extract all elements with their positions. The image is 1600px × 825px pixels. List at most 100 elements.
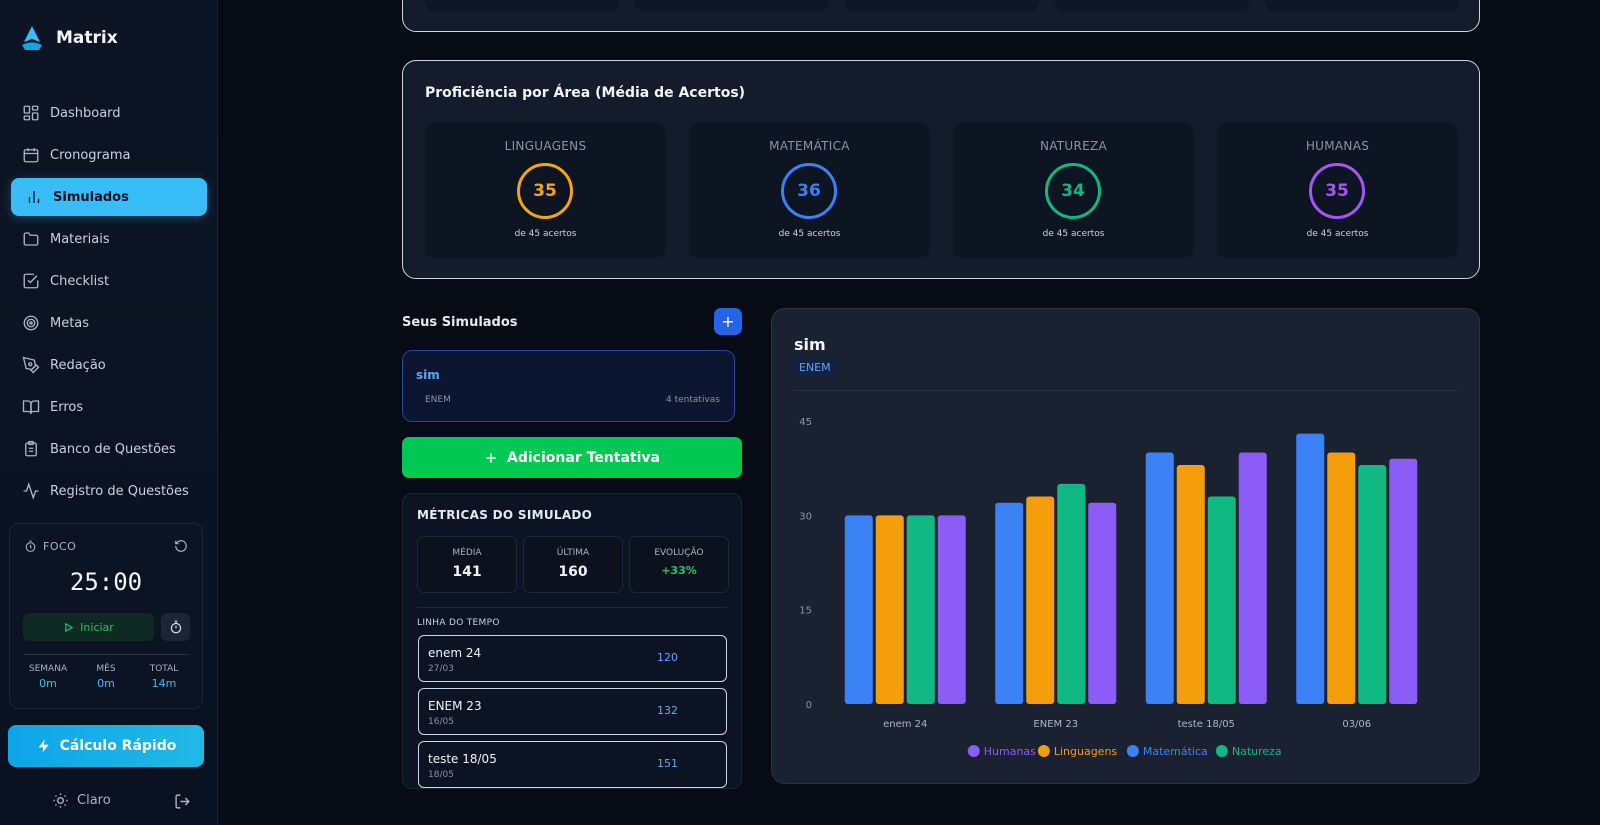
stopwatch-button[interactable] <box>161 613 190 641</box>
checkbox-icon <box>23 273 39 289</box>
bar-chart: 0 15 30 45 enem 24 ENEM 23 teste 18/05 03/06 Hum… <box>799 417 1418 758</box>
reset-icon <box>175 540 187 552</box>
bar <box>1238 452 1267 704</box>
area-name: NATUREZA <box>1039 139 1108 153</box>
bar <box>1389 458 1418 704</box>
sidebar-item-label: Checklist <box>50 273 110 289</box>
add-simulado-button[interactable]: + <box>714 308 742 335</box>
simulado-card[interactable]: sim ENEM 4 tentativas <box>402 350 735 422</box>
sidebar-item-registro-de-questoes[interactable]: Registro de Questões <box>11 472 207 510</box>
metric-label: MÉDIA <box>452 548 482 558</box>
add-attempt-button[interactable]: Adicionar Tentativa <box>402 437 742 478</box>
bar <box>1145 452 1174 704</box>
stub-card <box>425 0 619 11</box>
clipboard-icon <box>25 440 37 457</box>
score-ring: 35 <box>1309 163 1365 219</box>
sidebar-item-redacao[interactable]: Redação <box>11 346 207 384</box>
bar <box>1176 465 1205 704</box>
top-panel <box>402 0 1480 32</box>
bar <box>995 502 1024 704</box>
bar <box>1327 452 1356 704</box>
simulado-name: sim <box>416 368 440 382</box>
legend-label: Linguagens <box>1054 745 1118 758</box>
sidebar-item-cronograma[interactable]: Cronograma <box>11 136 207 174</box>
bar <box>1358 465 1387 704</box>
sidebar-item-checklist[interactable]: Checklist <box>11 262 207 300</box>
metric-ultima: ÚLTIMA 160 <box>523 536 623 593</box>
stub-card <box>845 0 1039 11</box>
sidebar-item-label: Banco de Questões <box>50 441 176 457</box>
quick-calc-button[interactable]: Cálculo Rápido <box>8 725 204 767</box>
metrics-panel: MÉTRICAS DO SIMULADO MÉDIA 141 ÚLTIMA 16… <box>402 493 742 789</box>
area-sub: de 45 acertos <box>514 229 577 239</box>
attempt-score: 151 <box>657 757 678 770</box>
stub-card <box>635 0 829 11</box>
legend-swatch <box>1037 745 1050 757</box>
focus-time: 25:00 <box>69 568 143 596</box>
score-ring: 34 <box>1045 163 1101 219</box>
metric-evolucao: EVOLUÇÃO +33% <box>629 536 729 593</box>
attempt-date: 27/03 <box>428 664 454 674</box>
stat-label: TOTAL <box>149 664 179 674</box>
reset-button[interactable] <box>174 538 188 557</box>
sidebar-item-metas[interactable]: Metas <box>11 304 207 342</box>
focus-stat-month: MÊS 0m <box>78 664 134 690</box>
bar <box>937 515 966 704</box>
sidebar-item-simulados[interactable]: Simulados <box>11 178 207 216</box>
quick-calc-label: Cálculo Rápido <box>59 738 177 754</box>
y-tick-label: 0 <box>806 700 812 711</box>
x-tick-label: enem 24 <box>883 719 927 730</box>
attempt-score: 132 <box>657 704 678 717</box>
plus-icon <box>486 452 496 463</box>
bar-chart-icon <box>28 191 40 203</box>
sidebar-item-label: Cronograma <box>50 147 131 163</box>
area-name: LINGUAGENS <box>504 139 587 153</box>
brand[interactable]: Matrix <box>20 24 118 52</box>
stat-value: 0m <box>39 677 57 690</box>
sidebar-item-label: Materiais <box>50 231 110 247</box>
simulados-title: Seus Simulados <box>402 315 518 330</box>
sidebar-item-materiais[interactable]: Materiais <box>11 220 207 258</box>
exam-badge: ENEM <box>792 358 838 377</box>
app-name: Matrix <box>56 28 118 48</box>
start-button[interactable]: Iniciar <box>23 613 154 641</box>
simulado-type: ENEM <box>425 395 451 405</box>
focus-stat-total: TOTAL 14m <box>136 664 192 690</box>
area-name: MATEMÁTICA <box>769 139 850 153</box>
attempt-date: 18/05 <box>428 770 454 780</box>
sidebar-item-banco-de-questoes[interactable]: Banco de Questões <box>11 430 207 468</box>
timeline-row[interactable]: teste 18/05 18/05 151 <box>418 741 727 788</box>
area-card-humanas: HUMANAS 35 de 45 acertos <box>1217 122 1458 258</box>
sidebar: Matrix Dashboard Cronograma Simulados Ma… <box>0 0 218 825</box>
calendar-icon <box>23 148 39 163</box>
legend-label: Humanas <box>984 745 1036 758</box>
activity-icon <box>23 482 39 500</box>
bar <box>1296 433 1325 704</box>
dashboard-icon <box>23 105 39 121</box>
sidebar-item-label: Registro de Questões <box>50 483 189 499</box>
chart-panel: sim ENEM 0 15 30 45 enem 24 ENEM 23 teste 18/0… <box>771 308 1480 784</box>
area-sub: de 45 acertos <box>1306 229 1369 239</box>
play-icon <box>65 622 74 632</box>
y-tick-label: 30 <box>799 511 812 522</box>
logout-button[interactable] <box>174 793 191 814</box>
logo-icon <box>22 26 42 50</box>
bar <box>1057 483 1086 704</box>
x-tick-label: ENEM 23 <box>1033 719 1078 730</box>
score-ring: 35 <box>517 163 573 219</box>
timeline-row[interactable]: enem 24 27/03 120 <box>418 635 727 682</box>
sidebar-item-erros[interactable]: Erros <box>11 388 207 426</box>
legend-label: Matemática <box>1143 745 1208 758</box>
timeline-row[interactable]: ENEM 23 16/05 132 <box>418 688 727 735</box>
stopwatch-icon <box>170 620 181 634</box>
sidebar-item-label: Simulados <box>53 189 129 205</box>
attempt-name: enem 24 <box>428 646 482 660</box>
bar <box>875 515 904 704</box>
legend-swatch <box>1126 745 1139 757</box>
sun-icon <box>53 793 68 808</box>
start-label: Iniciar <box>80 620 114 634</box>
theme-toggle[interactable]: Claro <box>52 792 111 809</box>
sidebar-item-dashboard[interactable]: Dashboard <box>11 94 207 132</box>
sidebar-item-label: Dashboard <box>50 105 121 121</box>
stat-label: MÊS <box>96 664 116 674</box>
